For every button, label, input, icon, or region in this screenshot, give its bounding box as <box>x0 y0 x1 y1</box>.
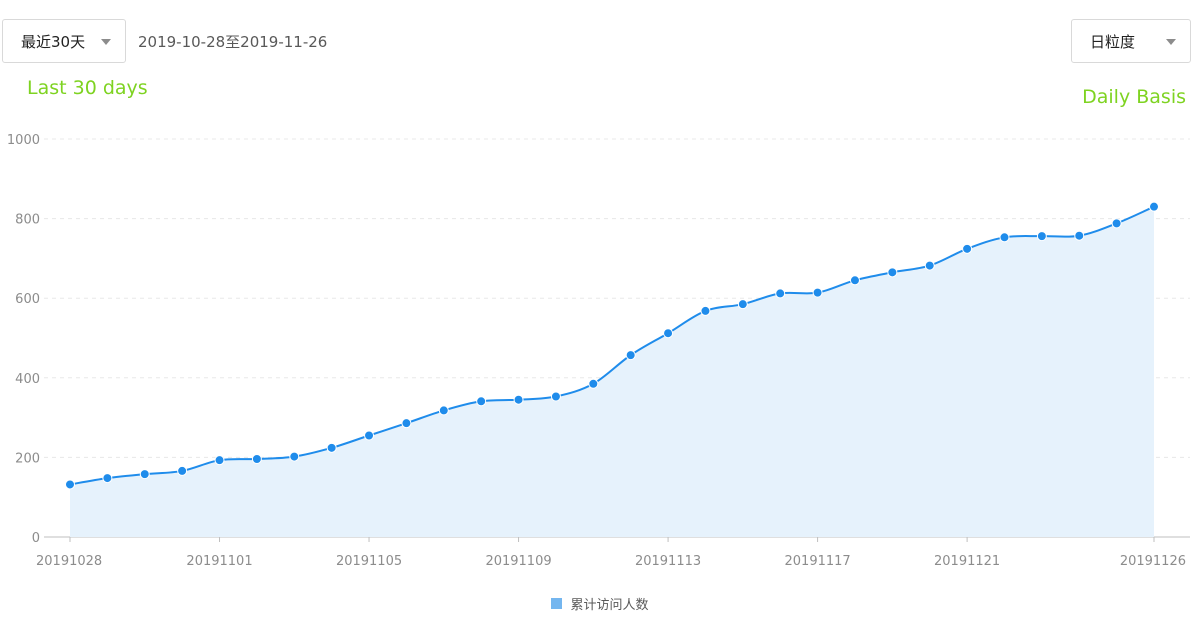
last-30-days-annotation: Last 30 days <box>27 77 148 99</box>
x-tick-label: 20191109 <box>485 554 551 569</box>
data-point <box>102 473 113 484</box>
data-point <box>1149 201 1159 212</box>
y-tick-label: 1000 <box>7 133 40 148</box>
data-point <box>476 396 487 407</box>
data-point <box>812 287 823 298</box>
data-point <box>326 442 337 453</box>
data-point <box>550 391 561 402</box>
x-tick-label: 20191117 <box>785 554 851 569</box>
x-tick-label: 20191126 <box>1120 554 1186 569</box>
data-point <box>251 453 262 464</box>
data-point <box>513 394 524 405</box>
y-tick-label: 200 <box>15 451 40 466</box>
data-point <box>1036 231 1047 242</box>
data-point <box>139 469 150 480</box>
legend-label: 累计访问人数 <box>570 598 649 613</box>
x-tick-label: 20191121 <box>934 554 1000 569</box>
data-point <box>401 418 412 429</box>
granularity-select[interactable]: 日粒度 <box>1071 19 1191 63</box>
data-point <box>177 465 188 476</box>
data-point <box>364 430 375 441</box>
date-range-select-label: 最近30天 <box>21 32 86 51</box>
data-point <box>438 405 449 416</box>
x-tick-label: 20191101 <box>186 554 252 569</box>
data-point <box>924 260 935 271</box>
data-point <box>663 328 674 339</box>
date-range-select[interactable]: 最近30天 <box>2 19 126 63</box>
caret-down-icon <box>101 39 111 45</box>
data-point <box>849 275 860 286</box>
x-tick-label: 20191105 <box>336 554 402 569</box>
data-point <box>214 455 225 466</box>
data-point <box>999 232 1010 243</box>
data-point <box>962 243 973 254</box>
series-area <box>70 206 1154 537</box>
data-point <box>1074 230 1085 241</box>
y-tick-label: 600 <box>15 292 40 307</box>
x-tick-label: 20191113 <box>635 554 701 569</box>
data-point <box>625 350 636 361</box>
y-tick-label: 0 <box>32 531 40 546</box>
data-point <box>289 451 300 462</box>
line-chart: 0 200 400 600 800 1000 20191028 20191101 2019110… <box>7 133 1190 569</box>
y-tick-label: 800 <box>15 213 40 228</box>
x-tick-label: 20191028 <box>36 554 102 569</box>
chart-legend[interactable]: 累计访问人数 <box>0 594 1200 613</box>
data-point <box>887 267 898 278</box>
granularity-select-label: 日粒度 <box>1090 32 1136 51</box>
data-point <box>1111 218 1122 229</box>
caret-down-icon <box>1166 39 1176 45</box>
data-point <box>775 288 786 299</box>
daily-basis-annotation: Daily Basis <box>1082 86 1186 108</box>
legend-swatch <box>551 598 563 609</box>
data-point <box>588 378 599 389</box>
y-tick-label: 400 <box>15 372 40 387</box>
date-range-text: 2019-10-28至2019-11-26 <box>138 33 328 51</box>
data-point <box>700 305 711 316</box>
data-point <box>737 299 748 310</box>
data-point <box>65 479 75 490</box>
